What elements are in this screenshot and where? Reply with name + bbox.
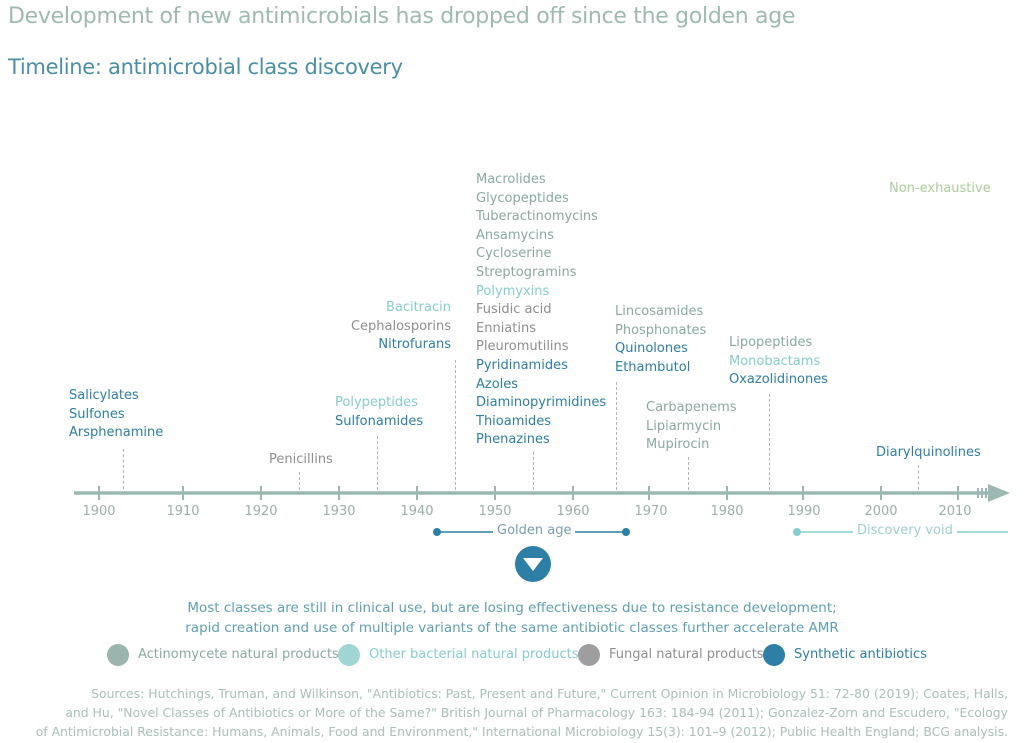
class-label: Diarylquinolines [876,445,981,460]
class-label: Monobactams [729,353,821,369]
class-label: Bacitracin [385,300,451,315]
conclusion-line-2: rapid creation and use of multiple varia… [185,620,839,636]
class-group-1940s: Bacitracin Cephalosporins Nitrofurans [340,299,451,355]
connector-line [455,360,456,490]
class-label: Thioamides [476,413,552,429]
year-label: 2000 [864,504,898,519]
class-label: Phosphonates [615,322,707,338]
legend-label: Other bacterial natural products [369,647,579,662]
legend-swatch [763,644,785,666]
golden-age-end-dot [622,528,630,536]
discovery-void-label: Discovery void [853,523,957,538]
golden-age-start-dot [433,528,441,536]
class-label: Quinolones [615,341,688,357]
axis-arrowhead [988,484,1010,502]
year-label: 1970 [634,504,668,519]
legend-label: Synthetic antibiotics [794,647,927,662]
sources-line-2: and Hu, "Novel Classes of Antibiotics or… [65,705,1008,720]
class-group-1960s: Lincosamides Phosphonates Quinolones Eth… [615,303,706,377]
class-label: Azoles [476,376,519,392]
class-label: Diaminopyrimidines [476,395,607,411]
connector-line [918,465,919,490]
conclusion-line-1: Most classes are still in clinical use, … [187,600,837,616]
class-group-2000s: Diarylquinolines [876,444,981,463]
year-label: 1940 [400,504,434,519]
class-label: Polymyxins [476,283,550,299]
class-group-1930s: Polypeptides Sulfonamides [335,394,423,431]
class-label: Mupirocin [646,437,710,453]
sources-text: Sources: Hutchings, Truman, and Wilkinso… [20,684,1008,741]
class-label: Tuberactinomycins [476,209,598,225]
class-label: Macrolides [476,172,546,187]
year-label: 1990 [787,504,821,519]
golden-age-label: Golden age [493,523,576,538]
page-title: Development of new antimicrobials has dr… [8,4,796,29]
class-label: Polypeptides [335,395,418,410]
class-label: Glycopeptides [476,190,569,206]
class-label: Sulfones [69,406,125,422]
class-label: Pleuromutilins [476,339,569,355]
class-label: Ansamycins [476,227,554,243]
class-label: Cycloserine [476,246,552,262]
year-label: 1980 [710,504,744,519]
class-label: Enniatins [476,320,536,336]
year-label: 1950 [478,504,512,519]
class-label: Penicillins [269,452,333,467]
class-label: Lipiarmycin [646,418,722,434]
class-group-1980s: Lipopeptides Monobactams Oxazolidinones [729,334,828,390]
connector-line [123,449,124,489]
year-label: 1960 [556,504,590,519]
legend-label: Fungal natural products [609,647,764,662]
class-label: Carbapenems [646,400,737,415]
legend-swatch [107,644,129,666]
connector-line [299,472,300,490]
class-group-1950s: Macrolides Glycopeptides Tuberactinomyci… [476,171,606,450]
legend-label: Actinomycete natural products [138,647,339,662]
sources-line-1: Sources: Hutchings, Truman, and Wilkinso… [91,686,1008,701]
class-label: Fusidic acid [476,302,552,318]
legend-swatch [578,644,600,666]
class-group-1920s: Penicillins [269,451,333,470]
class-group-1900s: Salicylates Sulfones Arsphenamine [69,387,163,443]
class-label: Lincosamides [615,304,704,319]
class-group-1970s: Carbapenems Lipiarmycin Mupirocin [646,399,737,455]
class-label: Oxazolidinones [729,372,828,388]
class-label: Salicylates [69,388,139,403]
class-label: Streptogramins [476,264,577,280]
class-label: Sulfonamides [335,413,424,429]
year-label: 1900 [82,504,116,519]
non-exhaustive-note: Non-exhaustive [889,181,991,196]
class-label: Cephalosporins [350,318,451,334]
connector-line [769,394,770,490]
connector-line [377,436,378,490]
year-label: 1930 [322,504,356,519]
discovery-void-start-dot [793,528,801,536]
conclusion-text: Most classes are still in clinical use, … [0,598,1024,638]
page-subtitle: Timeline: antimicrobial class discovery [8,55,403,79]
class-label: Nitrofurans [378,337,451,353]
year-label: 2010 [938,504,972,519]
class-label: Lipopeptides [729,335,813,350]
class-label: Ethambutol [615,359,691,375]
down-arrow-icon [515,546,551,582]
legend-swatch [338,644,360,666]
class-label: Arsphenamine [69,425,164,441]
connector-line [616,382,617,490]
class-label: Phenazines [476,432,550,448]
connector-line [688,457,689,490]
connector-line [533,452,534,490]
sources-line-3: of Antimicrobial Resistance: Humans, Ani… [35,724,1008,739]
year-label: 1920 [244,504,278,519]
class-label: Pyridinamides [476,357,568,373]
year-label: 1910 [166,504,200,519]
